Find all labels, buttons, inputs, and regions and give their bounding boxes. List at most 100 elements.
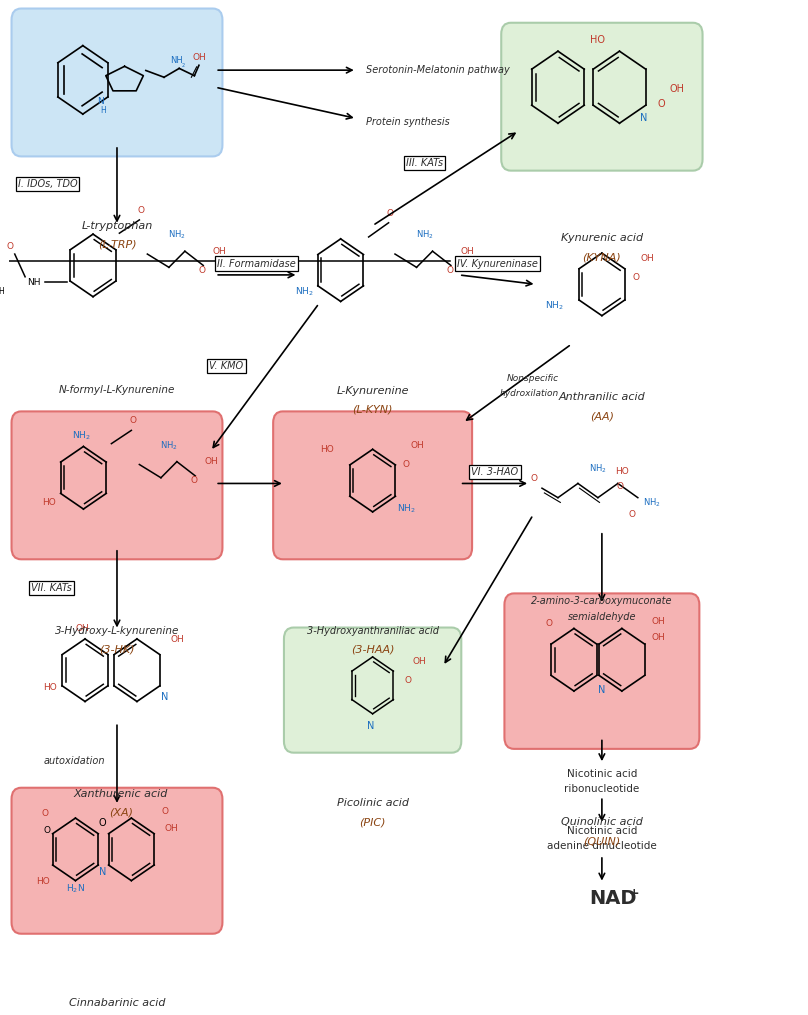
Text: (AA): (AA): [590, 411, 614, 421]
Text: O: O: [531, 474, 537, 483]
Text: 3-Hydroxy-L-kynurenine: 3-Hydroxy-L-kynurenine: [55, 625, 179, 635]
Text: Xanthurenic acid: Xanthurenic acid: [74, 789, 168, 799]
Text: O: O: [658, 99, 666, 110]
Text: NH$_2$: NH$_2$: [295, 285, 314, 298]
FancyBboxPatch shape: [501, 22, 702, 171]
Text: HO: HO: [321, 445, 335, 454]
Text: OH: OH: [205, 457, 219, 466]
Text: OH: OH: [651, 632, 665, 641]
FancyBboxPatch shape: [11, 788, 222, 934]
Text: OH: OH: [165, 824, 179, 833]
FancyBboxPatch shape: [504, 594, 700, 749]
Text: HO: HO: [44, 683, 57, 692]
Text: OH: OH: [413, 657, 427, 666]
Text: NH$_2$: NH$_2$: [545, 300, 563, 313]
Text: NH$_2$: NH$_2$: [643, 496, 661, 509]
Text: ribonucleotide: ribonucleotide: [564, 784, 639, 794]
Text: V. KMO: V. KMO: [209, 361, 243, 370]
Text: (3-HK): (3-HK): [99, 645, 135, 655]
Text: NH$_2$: NH$_2$: [160, 439, 178, 452]
Text: HO: HO: [615, 467, 629, 476]
Text: O: O: [447, 266, 453, 275]
FancyBboxPatch shape: [273, 411, 472, 559]
Text: O: O: [632, 273, 639, 282]
Text: H: H: [100, 106, 106, 115]
Text: HO: HO: [43, 498, 57, 506]
Text: NH$_2$: NH$_2$: [416, 228, 433, 242]
Text: II. Formamidase: II. Formamidase: [217, 259, 297, 269]
Text: $_2$: $_2$: [181, 61, 186, 69]
Text: 2-amino-3-carboxymuconate: 2-amino-3-carboxymuconate: [531, 596, 672, 606]
Text: hydroxilation: hydroxilation: [499, 389, 559, 398]
Text: HO: HO: [36, 877, 50, 886]
Text: autoxidation: autoxidation: [44, 756, 105, 766]
Text: adenine dinucleotide: adenine dinucleotide: [547, 840, 657, 851]
Text: O: O: [162, 807, 169, 816]
Text: N: N: [97, 97, 103, 107]
Text: N: N: [640, 113, 647, 123]
Text: Picolinic acid: Picolinic acid: [337, 798, 409, 808]
Text: 3-Hydroxyanthraniliac acid: 3-Hydroxyanthraniliac acid: [306, 625, 439, 635]
Text: Serotonin-Melatonin pathway: Serotonin-Melatonin pathway: [366, 65, 510, 75]
Text: OH: OH: [651, 617, 665, 626]
FancyBboxPatch shape: [11, 8, 222, 156]
Text: N: N: [598, 685, 605, 695]
Text: VI. 3-HAO: VI. 3-HAO: [471, 467, 519, 477]
Text: O: O: [405, 676, 411, 685]
Text: NH$_2$: NH$_2$: [72, 429, 90, 443]
Text: Nicotinic acid: Nicotinic acid: [566, 769, 637, 780]
Text: L-Kynurenine: L-Kynurenine: [336, 386, 409, 396]
Text: N-formyl-L-Kynurenine: N-formyl-L-Kynurenine: [59, 385, 175, 395]
Text: IV. Kynureninase: IV. Kynureninase: [457, 259, 537, 269]
Text: OH: OH: [461, 247, 474, 256]
Text: Quinolinic acid: Quinolinic acid: [561, 817, 643, 827]
Text: Protein synthesis: Protein synthesis: [366, 118, 450, 127]
Text: O: O: [6, 242, 14, 251]
Text: H$_2$N: H$_2$N: [66, 883, 85, 895]
Text: OH: OH: [670, 84, 685, 94]
Text: N: N: [99, 867, 107, 877]
Text: NH: NH: [27, 278, 40, 287]
Text: NH: NH: [170, 56, 183, 65]
Text: O: O: [545, 619, 553, 628]
Text: OH: OH: [213, 247, 226, 256]
Text: OH: OH: [76, 624, 90, 633]
Text: (KYNA): (KYNA): [583, 252, 621, 262]
Text: O: O: [629, 511, 636, 520]
Text: N: N: [368, 721, 375, 731]
Text: H: H: [0, 287, 4, 296]
Text: O: O: [199, 266, 206, 275]
Text: III. KATs: III. KATs: [406, 158, 443, 168]
Text: O: O: [41, 809, 48, 818]
Text: L-tryptophan: L-tryptophan: [82, 221, 153, 230]
Text: HO: HO: [591, 35, 605, 45]
Text: Kynurenic acid: Kynurenic acid: [561, 233, 643, 244]
Text: O: O: [387, 209, 393, 218]
Text: O: O: [617, 482, 623, 491]
Text: O: O: [43, 826, 50, 835]
Text: Nicotinic acid: Nicotinic acid: [566, 826, 637, 836]
Text: +: +: [629, 887, 639, 900]
Text: NH$_2$: NH$_2$: [397, 502, 415, 516]
Text: (PIC): (PIC): [360, 817, 386, 827]
Text: Cinnabarinic acid: Cinnabarinic acid: [69, 998, 165, 1008]
Text: semialdehyde: semialdehyde: [568, 612, 636, 622]
Text: OH: OH: [411, 442, 425, 450]
Text: O: O: [191, 476, 198, 485]
Text: NAD: NAD: [589, 889, 637, 908]
Text: O: O: [99, 818, 107, 828]
Text: (L-KYN): (L-KYN): [352, 405, 393, 415]
Text: (QUIN): (QUIN): [583, 836, 621, 847]
FancyBboxPatch shape: [284, 627, 461, 753]
FancyBboxPatch shape: [11, 411, 222, 559]
Text: O: O: [129, 416, 137, 425]
Text: OH: OH: [640, 255, 654, 263]
Text: (XA): (XA): [109, 808, 133, 818]
Text: OH: OH: [192, 54, 206, 63]
Text: NH$_2$: NH$_2$: [168, 228, 186, 242]
Text: NH$_2$: NH$_2$: [589, 463, 607, 475]
Text: I. IDOs, TDO: I. IDOs, TDO: [18, 179, 78, 189]
Text: OH: OH: [170, 635, 184, 645]
Text: N: N: [162, 692, 169, 701]
Text: Nonspecific: Nonspecific: [507, 374, 559, 383]
